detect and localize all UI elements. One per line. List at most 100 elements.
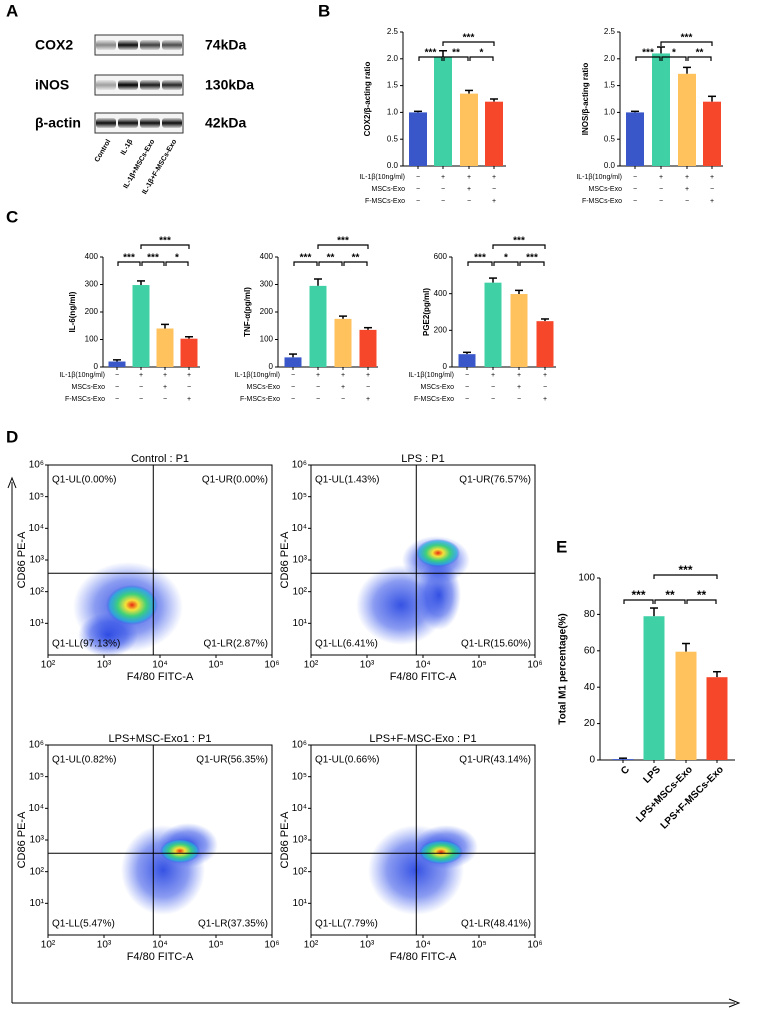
condition-symbol: + (467, 186, 471, 193)
condition-name: IL-1β(10ng/ml) (59, 372, 105, 379)
y-tick-label: 0 (94, 362, 99, 371)
condition-symbol: + (685, 174, 689, 181)
significance-bracket (519, 261, 545, 266)
condition-symbol: − (633, 198, 637, 205)
y-tick-label: 10⁴ (292, 523, 307, 534)
x-tick-label: 10⁴ (415, 940, 430, 951)
quadrant-label: Q1-LR(2.87%) (204, 639, 268, 650)
x-tick-label: 10⁵ (208, 940, 223, 951)
bar (652, 53, 670, 166)
x-axis-label: F4/80 FITC-A (127, 951, 194, 963)
significance-label: *** (526, 253, 538, 264)
condition-name: F-MSCs-Exo (582, 198, 622, 205)
condition-symbol: − (491, 396, 495, 403)
y-tick-label: 0.5 (387, 134, 399, 143)
blot-strip (94, 112, 184, 134)
y-tick-label: 10⁶ (29, 460, 44, 471)
bar (284, 357, 302, 367)
condition-symbol: + (163, 384, 167, 391)
condition-name: F-MSCs-Exo (414, 396, 454, 403)
lane-label: IL-1β (120, 138, 135, 157)
bar (643, 616, 665, 760)
condition-symbol: + (316, 372, 320, 379)
quadrant-label: Q1-UR(43.14%) (459, 755, 531, 766)
lane-label: Control (94, 138, 113, 163)
y-tick-label: 80 (584, 609, 596, 620)
y-tick-label: 0 (589, 755, 595, 766)
bar (156, 328, 174, 367)
frame-arrow (728, 998, 741, 1008)
bar (409, 112, 427, 166)
significance-bracket (492, 244, 546, 249)
y-tick-label: 10⁶ (292, 460, 307, 471)
significance-bracket (686, 599, 717, 604)
quadrant-label: Q1-UR(56.35%) (196, 755, 268, 766)
blot-band (140, 118, 160, 128)
y-tick-label: 10¹ (30, 898, 45, 909)
y-tick-label: 10⁴ (29, 803, 44, 814)
y-axis-label: CD86 PE-A (279, 531, 291, 589)
protein-label: iNOS (35, 77, 69, 93)
condition-symbol: + (543, 372, 547, 379)
condition-symbol: − (366, 384, 370, 391)
size-label: 130kDa (205, 77, 254, 93)
plot-title: LPS+F-MSC-Exo : P1 (369, 733, 476, 745)
quadrant-label: Q1-LR(37.35%) (198, 919, 268, 930)
x-tick-label: 10⁶ (527, 940, 542, 951)
condition-symbol: − (467, 198, 471, 205)
blot-band (118, 118, 138, 128)
condition-name: IL-1β(10ng/ml) (234, 372, 280, 379)
x-tick-label: 10⁶ (527, 660, 542, 671)
bar (434, 57, 452, 166)
condition-symbol: + (366, 396, 370, 403)
significance-label: ** (696, 48, 704, 59)
x-tick-label: 10⁴ (415, 660, 430, 671)
condition-symbol: − (633, 174, 637, 181)
y-tick-label: 10³ (293, 835, 308, 846)
significance-label: *** (681, 33, 693, 44)
x-tick-label: 10⁶ (264, 660, 279, 671)
y-tick-label: 600 (434, 252, 448, 261)
quadrant-label: Q1-UL(1.43%) (315, 475, 379, 486)
y-tick-label: 300 (85, 280, 99, 289)
x-tick-label: 10² (41, 940, 56, 951)
y-tick-label: 60 (584, 645, 596, 656)
significance-label: * (175, 253, 179, 264)
significance-label: * (504, 253, 508, 264)
condition-symbol: + (492, 198, 496, 205)
quadrant-label: Q1-LL(6.41%) (315, 639, 378, 650)
x-tick-label: 10⁴ (152, 940, 167, 951)
bar (359, 329, 377, 367)
condition-symbol: − (441, 198, 445, 205)
significance-bracket (443, 56, 469, 61)
condition-name: MSCs-Exo (72, 384, 106, 391)
condition-symbol: − (492, 186, 496, 193)
significance-bracket (418, 56, 443, 61)
y-tick-label: 10⁵ (29, 491, 44, 502)
y-tick-label: 400 (85, 252, 99, 261)
condition-symbol: − (685, 198, 689, 205)
bar (334, 318, 352, 367)
y-axis-label: IL-6(ng/ml) (68, 291, 77, 332)
x-axis-label: F4/80 FITC-A (390, 671, 457, 683)
blot-band (140, 40, 160, 50)
blot-band (162, 40, 182, 50)
blot-band (96, 118, 116, 128)
significance-label: *** (678, 563, 692, 577)
bar (612, 759, 634, 760)
y-tick-label: 10⁶ (29, 740, 44, 751)
condition-symbol: − (139, 396, 143, 403)
bar (675, 651, 697, 760)
x-tick-label: LPS+MSCs-Exo (634, 764, 695, 825)
significance-bracket (469, 56, 494, 61)
density-cloud (160, 839, 200, 863)
quadrant-label: Q1-UL(0.00%) (52, 475, 116, 486)
condition-symbol: − (491, 384, 495, 391)
size-label: 74kDa (205, 37, 246, 53)
condition-symbol: + (341, 372, 345, 379)
condition-symbol: − (139, 384, 143, 391)
y-tick-label: 1.0 (387, 108, 399, 117)
plot-title: LPS+MSC-Exo1 : P1 (108, 733, 211, 745)
significance-label: *** (425, 48, 437, 59)
